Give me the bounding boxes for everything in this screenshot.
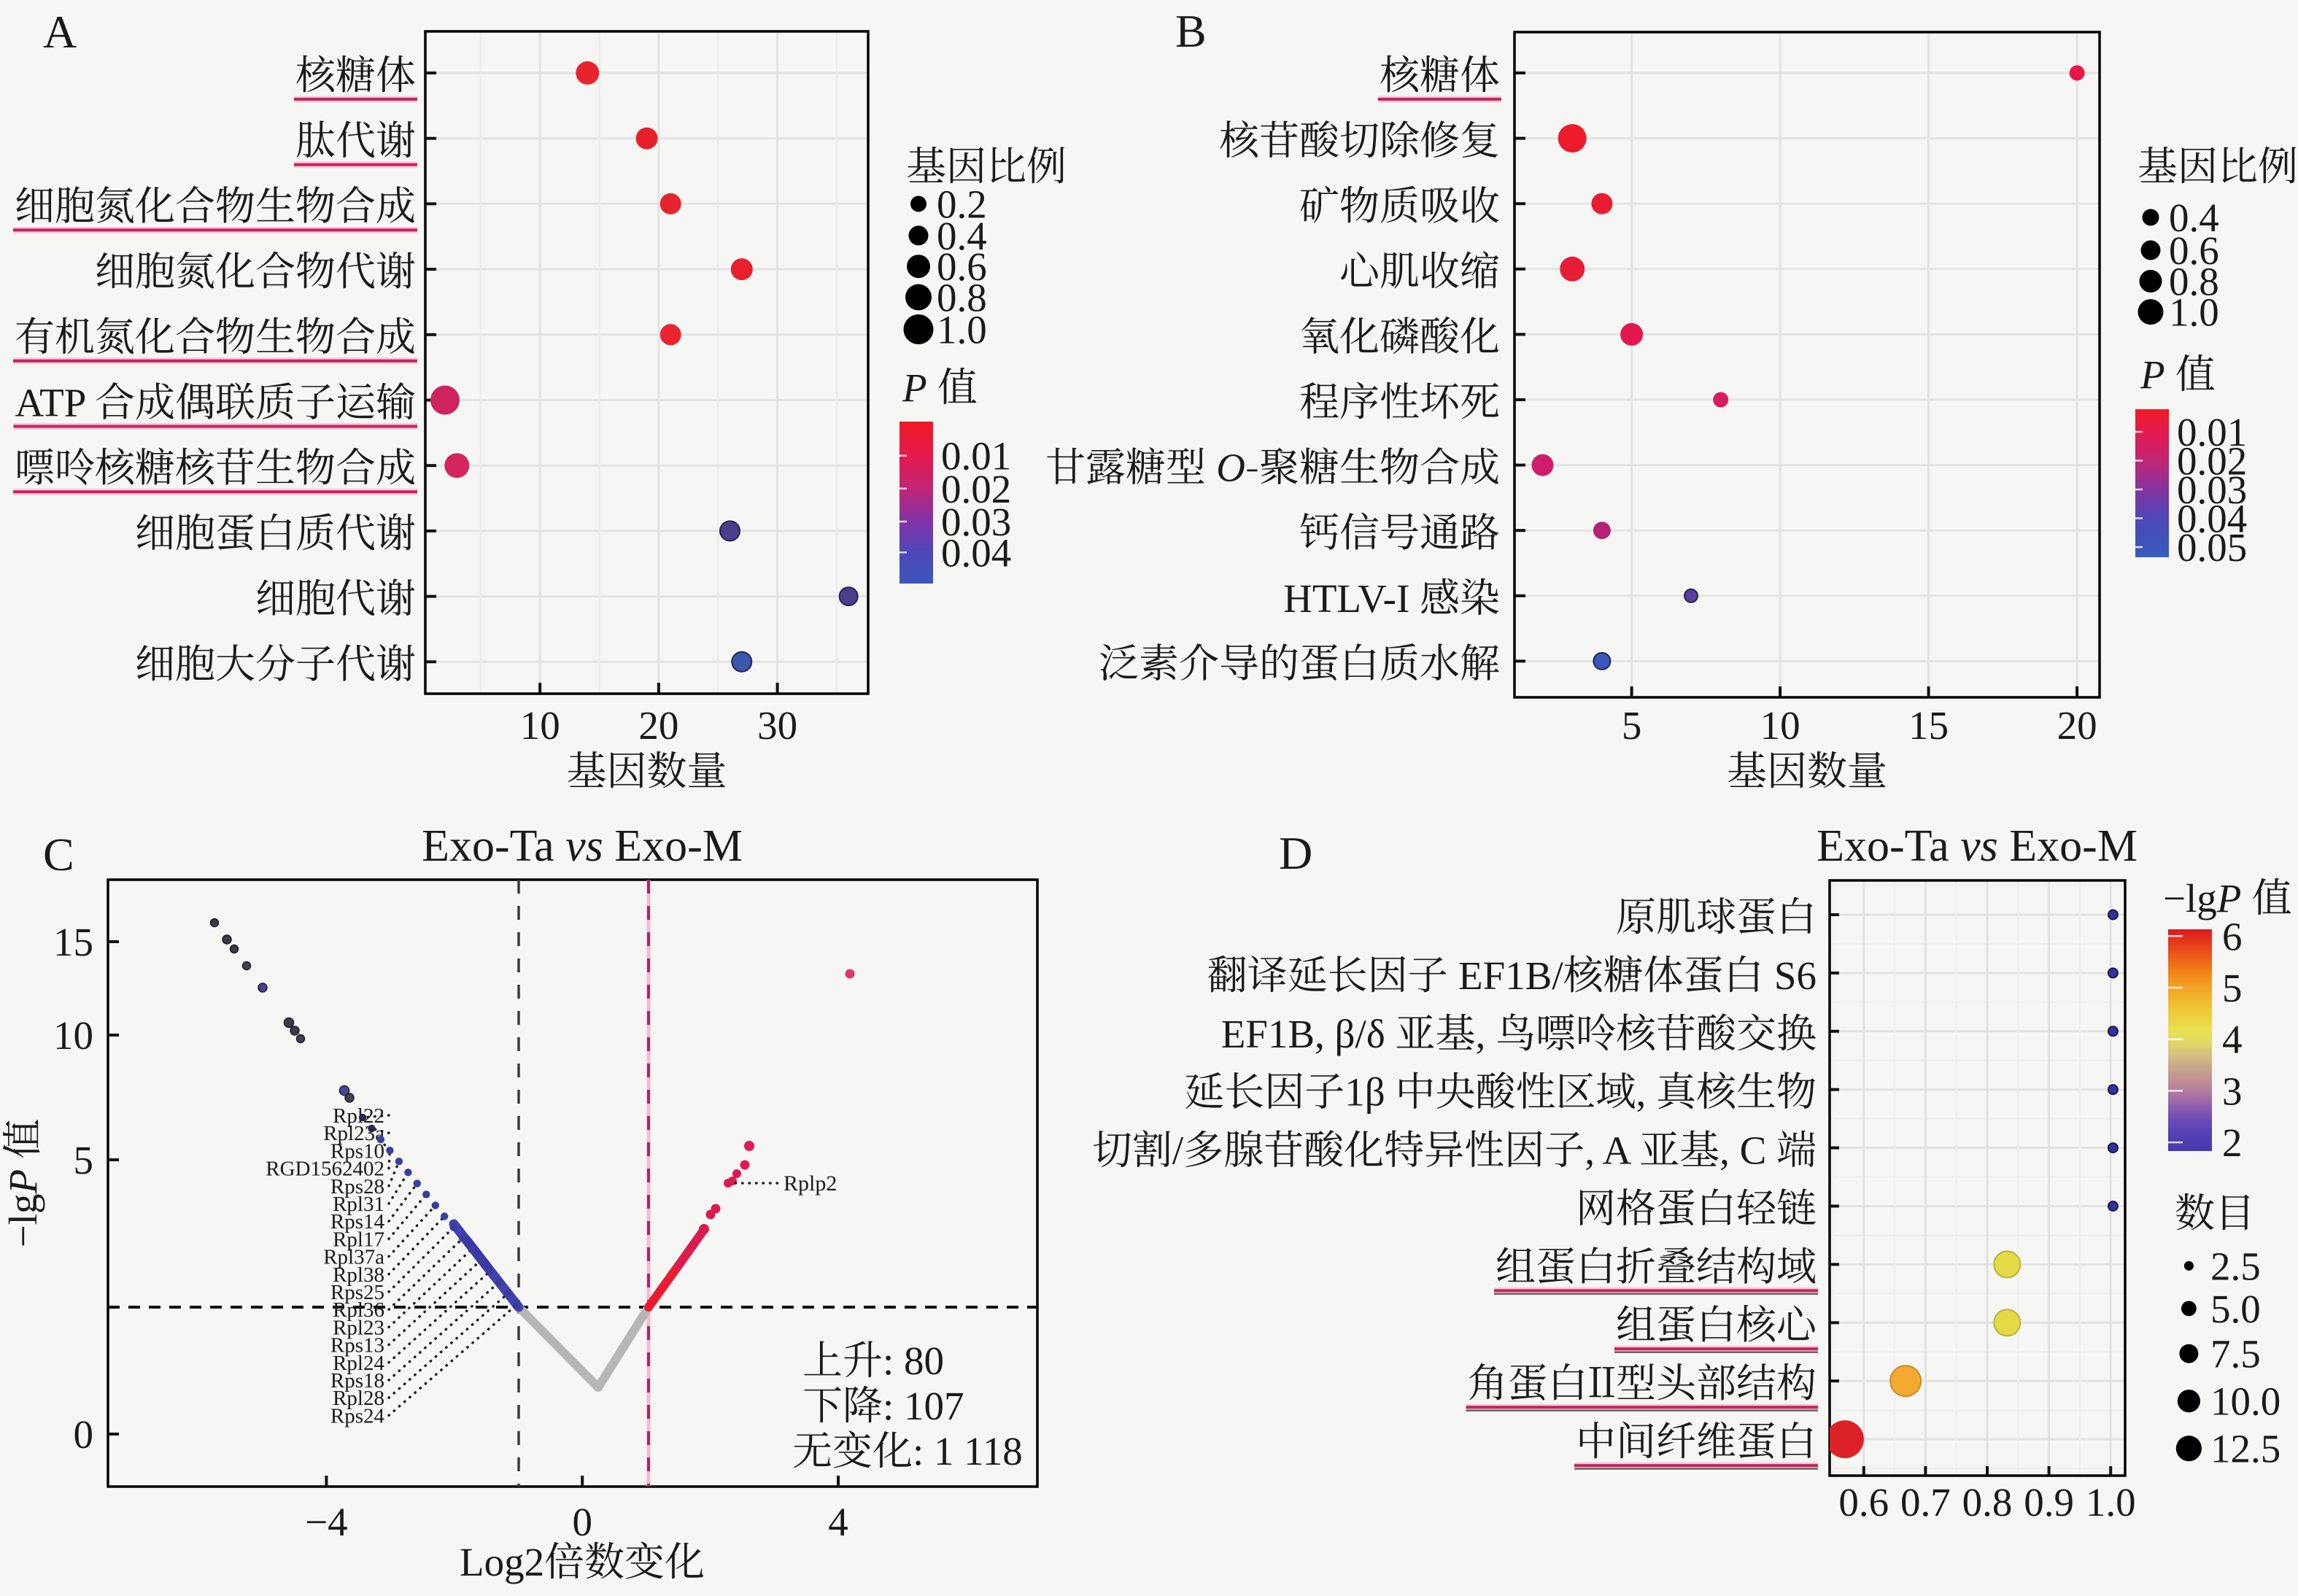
svg-text:0.6: 0.6	[937, 244, 987, 289]
svg-text:P: P	[902, 365, 927, 410]
svg-text:C: C	[43, 829, 74, 880]
svg-text:Exo-Ta: Exo-Ta	[1817, 821, 1949, 871]
svg-text:1.0: 1.0	[937, 308, 987, 352]
svg-text:−lg: −lg	[2163, 876, 2217, 921]
svg-text:S6: S6	[1774, 953, 1817, 998]
svg-text:0.02: 0.02	[2177, 439, 2247, 484]
svg-text:0.02: 0.02	[941, 467, 1011, 511]
svg-text:1β: 1β	[1345, 1070, 1385, 1115]
svg-text:Rps10: Rps10	[330, 1139, 384, 1163]
svg-text:0.04: 0.04	[2177, 497, 2247, 541]
svg-text:RGD1562402: RGD1562402	[266, 1158, 384, 1181]
svg-text:,: ,	[1636, 1070, 1647, 1115]
svg-text:: 1 118: : 1 118	[913, 1429, 1023, 1473]
svg-text:Rps28: Rps28	[330, 1175, 384, 1198]
svg-text:B: B	[1175, 5, 1207, 57]
svg-text:/: /	[1172, 1128, 1184, 1173]
svg-text:: 80: : 80	[883, 1339, 944, 1383]
svg-text:0.7: 0.7	[1900, 1480, 1951, 1525]
svg-text:4: 4	[2222, 1018, 2243, 1062]
svg-text:Rps25: Rps25	[330, 1281, 384, 1304]
svg-text:0.2: 0.2	[937, 182, 987, 227]
svg-text:, A: , A	[1585, 1128, 1631, 1173]
svg-text:Exo-M: Exo-M	[614, 821, 743, 871]
svg-text:A: A	[43, 6, 77, 58]
svg-text:5: 5	[74, 1138, 94, 1182]
svg-text:EF1B/: EF1B/	[1458, 953, 1563, 998]
svg-text:Rpl24: Rpl24	[333, 1352, 384, 1375]
svg-text:3: 3	[2222, 1069, 2243, 1113]
svg-text:Rpl37a: Rpl37a	[323, 1246, 384, 1269]
svg-text:15: 15	[1908, 703, 1949, 748]
svg-text:5: 5	[2222, 966, 2243, 1010]
svg-text:4: 4	[828, 1500, 848, 1544]
svg-text:HTLV-I: HTLV-I	[1283, 576, 1409, 621]
svg-text:P: P	[2216, 876, 2242, 921]
svg-text:1.0: 1.0	[2169, 290, 2219, 335]
svg-text:0.6: 0.6	[1838, 1480, 1889, 1525]
svg-text:D: D	[1279, 827, 1312, 879]
svg-text:vs: vs	[565, 821, 603, 871]
svg-text:Log2: Log2	[460, 1540, 544, 1584]
svg-text:0.01: 0.01	[941, 434, 1011, 479]
svg-text:10: 10	[53, 1013, 93, 1058]
svg-text:10: 10	[1760, 703, 1800, 748]
svg-text:0.04: 0.04	[941, 530, 1011, 575]
svg-text:0.9: 0.9	[2024, 1480, 2074, 1525]
svg-text:ATP: ATP	[15, 381, 87, 425]
svg-text:0.6: 0.6	[2169, 228, 2219, 273]
svg-text:: 107: : 107	[883, 1384, 964, 1428]
svg-text:0.8: 0.8	[2169, 260, 2219, 304]
svg-text:Rpl17: Rpl17	[333, 1228, 384, 1251]
svg-text:0.4: 0.4	[937, 214, 987, 258]
svg-text:0.03: 0.03	[941, 500, 1011, 544]
svg-text:2.5: 2.5	[2210, 1244, 2261, 1288]
svg-text:0: 0	[572, 1500, 592, 1544]
svg-text:0.4: 0.4	[2169, 195, 2219, 240]
svg-text:Rps18: Rps18	[330, 1369, 384, 1392]
svg-text:20: 20	[2057, 703, 2097, 748]
svg-text:6: 6	[2222, 914, 2243, 958]
svg-text:−4: −4	[305, 1500, 348, 1544]
svg-text:,: ,	[1476, 1012, 1486, 1056]
svg-text:0.05: 0.05	[2177, 525, 2247, 570]
svg-text:Rps13: Rps13	[330, 1334, 384, 1357]
svg-text:0.03: 0.03	[2177, 468, 2247, 512]
svg-text:0.01: 0.01	[2177, 410, 2247, 454]
svg-text:15: 15	[53, 920, 93, 964]
svg-text:30: 30	[757, 703, 797, 748]
svg-text:EF1B, β/δ: EF1B, β/δ	[1221, 1012, 1385, 1056]
svg-text:1.0: 1.0	[2086, 1480, 2136, 1525]
svg-text:12.5: 12.5	[2210, 1427, 2280, 1471]
svg-text:Rpl38: Rpl38	[333, 1263, 384, 1287]
svg-text:, C: , C	[1719, 1128, 1766, 1173]
svg-text:10.0: 10.0	[2210, 1379, 2280, 1424]
svg-text:Exo-M: Exo-M	[2009, 821, 2138, 871]
svg-text:7.5: 7.5	[2210, 1332, 2261, 1376]
svg-text:0.8: 0.8	[937, 276, 987, 320]
svg-text:Exo-Ta: Exo-Ta	[422, 821, 554, 871]
svg-text:P: P	[1, 1169, 45, 1195]
svg-text:Rpl28: Rpl28	[333, 1387, 384, 1410]
svg-text:O: O	[1216, 446, 1245, 490]
svg-text:5: 5	[1622, 703, 1642, 748]
svg-text:5.0: 5.0	[2210, 1287, 2261, 1331]
svg-text:Rpl36: Rpl36	[333, 1298, 384, 1322]
svg-text:Rps24: Rps24	[330, 1404, 385, 1428]
svg-text:2: 2	[2222, 1120, 2243, 1165]
svg-text:0: 0	[74, 1412, 94, 1457]
svg-text:vs: vs	[1960, 821, 1998, 871]
svg-text:Rps14: Rps14	[330, 1210, 385, 1233]
svg-text:Rpl31: Rpl31	[333, 1193, 384, 1216]
svg-text:0.8: 0.8	[1962, 1480, 2013, 1525]
svg-text:−lg: −lg	[1, 1193, 45, 1247]
svg-text:Rpl23: Rpl23	[333, 1316, 384, 1339]
svg-text:Rplp2: Rplp2	[784, 1171, 837, 1196]
svg-text:P: P	[2140, 352, 2165, 397]
svg-text:20: 20	[638, 703, 678, 748]
svg-text:10: 10	[520, 703, 560, 748]
